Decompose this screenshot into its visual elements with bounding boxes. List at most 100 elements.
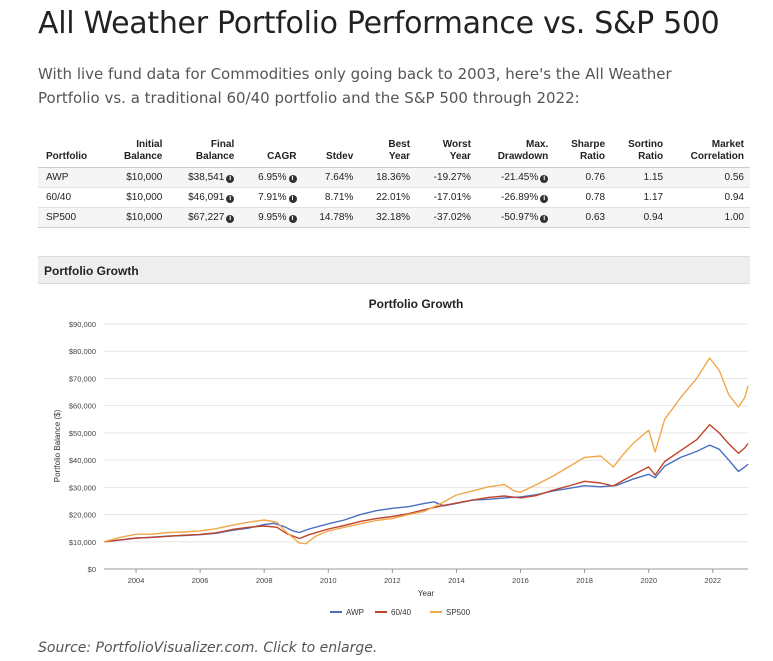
legend-label: 60/40: [391, 608, 412, 617]
x-tick-label: 2018: [576, 576, 593, 585]
cell-value: -19.27%: [433, 172, 471, 183]
cell-value: $46,091: [188, 192, 225, 203]
table-cell: 7.91% i: [240, 187, 303, 208]
x-tick-label: 2022: [704, 576, 721, 585]
table-cell: 14.78%: [302, 207, 360, 228]
y-tick-label: $90,000: [69, 320, 96, 329]
table-cell: 18.36%: [359, 167, 417, 188]
y-tick-label: $30,000: [69, 483, 96, 492]
table-cell: $67,227 i: [168, 207, 241, 228]
cell-value: $38,541: [188, 172, 225, 183]
column-header-text: Final: [210, 139, 235, 150]
x-tick-label: 2014: [448, 576, 465, 585]
table-row: 60/40 $10,000 $46,091 i 7.91% i 8.71% 22.01% -17…: [38, 187, 750, 208]
cell-value: 18.36%: [376, 172, 411, 183]
y-tick-label: $40,000: [69, 456, 96, 465]
table-cell: $10,000: [106, 207, 169, 228]
column-header-text: Initial: [136, 139, 163, 150]
source-caption[interactable]: Source: PortfolioVisualizer.com. Click t…: [38, 640, 378, 656]
cell-value: 0.76: [585, 172, 606, 183]
column-header: Stdev: [302, 130, 360, 168]
column-header-text: Max.: [526, 139, 549, 150]
info-icon[interactable]: i: [540, 175, 549, 183]
info-icon[interactable]: i: [226, 195, 235, 203]
x-tick-label: 2012: [384, 576, 401, 585]
column-header: Market Correlation: [669, 130, 750, 168]
cell-value: 0.94: [724, 192, 744, 203]
column-header-text: CAGR: [267, 151, 297, 162]
column-header-text: Year: [449, 151, 471, 162]
cell-value: 0.56: [724, 172, 744, 183]
column-header: Max. Drawdown: [476, 130, 555, 168]
cell-value: 7.64%: [324, 172, 354, 183]
table-cell: 32.18%: [359, 207, 417, 228]
stats-table-header: Portfolio Initial Balance Final Balance CAGR S…: [38, 130, 750, 168]
table-cell: $10,000: [106, 187, 169, 208]
cell-value: $10,000: [126, 192, 163, 203]
legend-label: AWP: [346, 608, 364, 617]
cell-value: 1.15: [643, 172, 664, 183]
table-cell: -37.02%: [416, 207, 477, 228]
column-header-text: Ratio: [638, 151, 664, 162]
info-icon[interactable]: i: [288, 195, 297, 203]
y-tick-label: $80,000: [69, 347, 96, 356]
column-header-text: Worst: [442, 139, 471, 150]
cell-value: -26.89%: [501, 192, 539, 203]
page-title: All Weather Portfolio Performance vs. S&…: [38, 6, 720, 41]
series-line-sp500: [103, 357, 749, 545]
info-icon[interactable]: i: [288, 175, 297, 183]
stats-table-body: AWP $10,000 $38,541 i 6.95% i 7.64% 18.36% -19.2…: [38, 167, 750, 228]
cell-value: $67,227: [188, 212, 225, 223]
y-tick-label: $20,000: [69, 511, 96, 520]
cell-value: 7.91%: [258, 192, 287, 203]
cell-value: 32.18%: [376, 212, 411, 223]
column-header-text: Portfolio: [46, 151, 88, 162]
x-tick-label: 2010: [320, 576, 337, 585]
cell-value: -50.97%: [501, 212, 539, 223]
performance-stats-table: Portfolio Initial Balance Final Balance CAGR S…: [38, 130, 750, 228]
chart-axes: $0 $10,000 $20,000 $30,000 $40,000 $50,000 $60…: [69, 320, 748, 585]
x-tick-label: 2016: [512, 576, 529, 585]
y-tick-label: $0: [88, 565, 96, 574]
column-header-text: Best: [388, 139, 411, 150]
table-cell: 0.76: [554, 167, 612, 188]
table-cell: 1.15: [611, 167, 670, 188]
info-icon[interactable]: i: [226, 175, 235, 183]
cell-value: 1.17: [643, 192, 664, 203]
portfolio-growth-panel-header: Portfolio Growth: [38, 256, 750, 284]
table-cell: 1.00: [669, 207, 750, 228]
cell-value: SP500: [46, 212, 77, 223]
y-axis-label: Portfolio Balance ($): [53, 409, 62, 482]
x-axis-label: Year: [418, 589, 435, 598]
table-cell: 0.78: [554, 187, 612, 208]
cell-value: 60/40: [46, 192, 72, 203]
column-header-text: Balance: [124, 151, 163, 162]
cell-value: 9.95%: [258, 212, 287, 223]
table-cell: 1.17: [611, 187, 670, 208]
table-cell: -50.97% i: [476, 207, 555, 228]
y-tick-label: $70,000: [69, 374, 96, 383]
column-header-text: Stdev: [326, 151, 354, 162]
table-cell: 0.94: [669, 187, 750, 208]
table-cell: AWP: [38, 167, 107, 188]
column-header: Worst Year: [416, 130, 477, 168]
column-header-text: Market: [711, 139, 744, 150]
info-icon[interactable]: i: [540, 215, 549, 223]
chart-title: Portfolio Growth: [369, 297, 464, 311]
column-header: Final Balance: [168, 130, 241, 168]
cell-value: 0.63: [585, 212, 606, 223]
x-tick-label: 2004: [128, 576, 145, 585]
series-line-awp: [103, 444, 749, 543]
table-cell: -26.89% i: [476, 187, 555, 208]
chart-series: [103, 357, 749, 545]
info-icon[interactable]: i: [226, 215, 235, 223]
column-header-text: Drawdown: [497, 151, 549, 162]
column-header: CAGR: [240, 130, 303, 168]
table-cell: -17.01%: [416, 187, 477, 208]
info-icon[interactable]: i: [288, 215, 297, 223]
cell-value: 6.95%: [258, 172, 287, 183]
cell-value: -21.45%: [501, 172, 539, 183]
table-cell: SP500: [38, 207, 107, 228]
info-icon[interactable]: i: [540, 195, 549, 203]
column-header-text: Ratio: [580, 151, 606, 162]
